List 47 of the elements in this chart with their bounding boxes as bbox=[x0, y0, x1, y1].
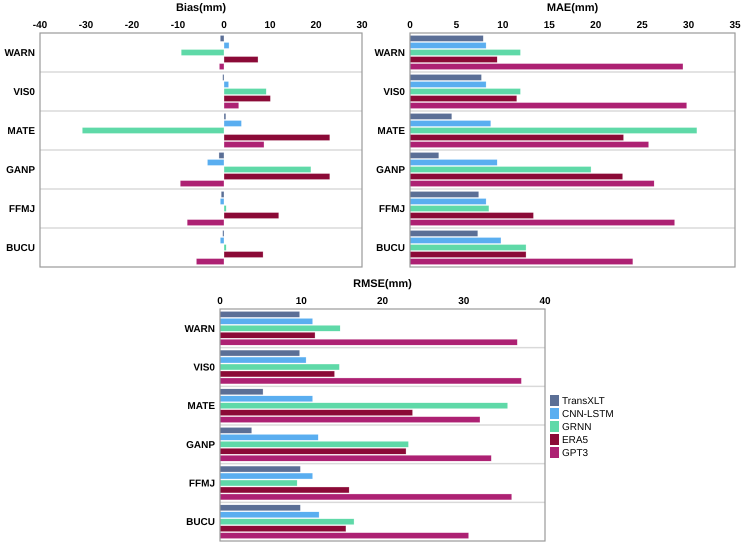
chart-title: Bias(mm) bbox=[176, 2, 226, 14]
x-tick-label: 30 bbox=[458, 296, 470, 307]
legend-label: TransXLT bbox=[562, 396, 605, 407]
x-tick-label: 0 bbox=[407, 20, 414, 31]
x-tick-label: -20 bbox=[124, 20, 140, 31]
legend-label: ERA5 bbox=[562, 435, 589, 446]
chart-title: RMSE(mm) bbox=[353, 278, 412, 290]
y-tick-label: BUCU bbox=[186, 517, 215, 528]
x-tick-label: 20 bbox=[590, 20, 602, 31]
legend-label: CNN-LSTM bbox=[562, 409, 614, 420]
x-tick-label: 20 bbox=[310, 20, 322, 31]
x-tick-label: 40 bbox=[539, 296, 551, 307]
x-tick-label: 20 bbox=[376, 296, 388, 307]
x-tick-label: 10 bbox=[497, 20, 509, 31]
x-tick-label: -30 bbox=[78, 20, 94, 31]
y-tick-label: FFMJ bbox=[188, 478, 215, 490]
y-tick-label: BUCU bbox=[376, 243, 405, 254]
x-tick-label: 30 bbox=[356, 20, 368, 31]
x-tick-label: 35 bbox=[729, 20, 741, 31]
y-tick-label: VIS0 bbox=[193, 362, 216, 374]
y-tick-label: GANP bbox=[376, 165, 406, 176]
y-tick-label: MATE bbox=[377, 126, 406, 137]
x-tick-label: 10 bbox=[296, 296, 308, 307]
x-tick-label: 5 bbox=[454, 20, 460, 31]
y-tick-label: MATE bbox=[187, 401, 216, 412]
y-tick-label: MATE bbox=[7, 126, 36, 137]
y-tick-label: GANP bbox=[186, 440, 216, 451]
legend-label: GRNN bbox=[562, 422, 592, 433]
y-tick-label: VIS0 bbox=[383, 87, 406, 98]
x-tick-label: 0 bbox=[221, 20, 228, 31]
y-tick-label: BUCU bbox=[6, 243, 35, 254]
y-tick-label: FFMJ bbox=[378, 204, 405, 215]
y-tick-label: GANP bbox=[6, 165, 36, 176]
y-tick-label: FFMJ bbox=[8, 204, 35, 215]
y-tick-label: WARN bbox=[374, 48, 405, 59]
x-tick-label: 30 bbox=[683, 20, 695, 31]
y-tick-label: VIS0 bbox=[13, 87, 36, 98]
y-tick-label: WARN bbox=[4, 48, 35, 59]
x-tick-label: 15 bbox=[544, 20, 556, 31]
chart-title: MAE(mm) bbox=[546, 2, 598, 14]
x-tick-label: -40 bbox=[32, 20, 48, 31]
x-tick-label: 25 bbox=[636, 20, 648, 31]
x-tick-label: 0 bbox=[217, 296, 224, 307]
x-tick-label: 10 bbox=[264, 20, 276, 31]
y-tick-label: WARN bbox=[184, 324, 215, 335]
legend-label: GPT3 bbox=[562, 448, 589, 459]
x-tick-label: -10 bbox=[170, 20, 186, 31]
